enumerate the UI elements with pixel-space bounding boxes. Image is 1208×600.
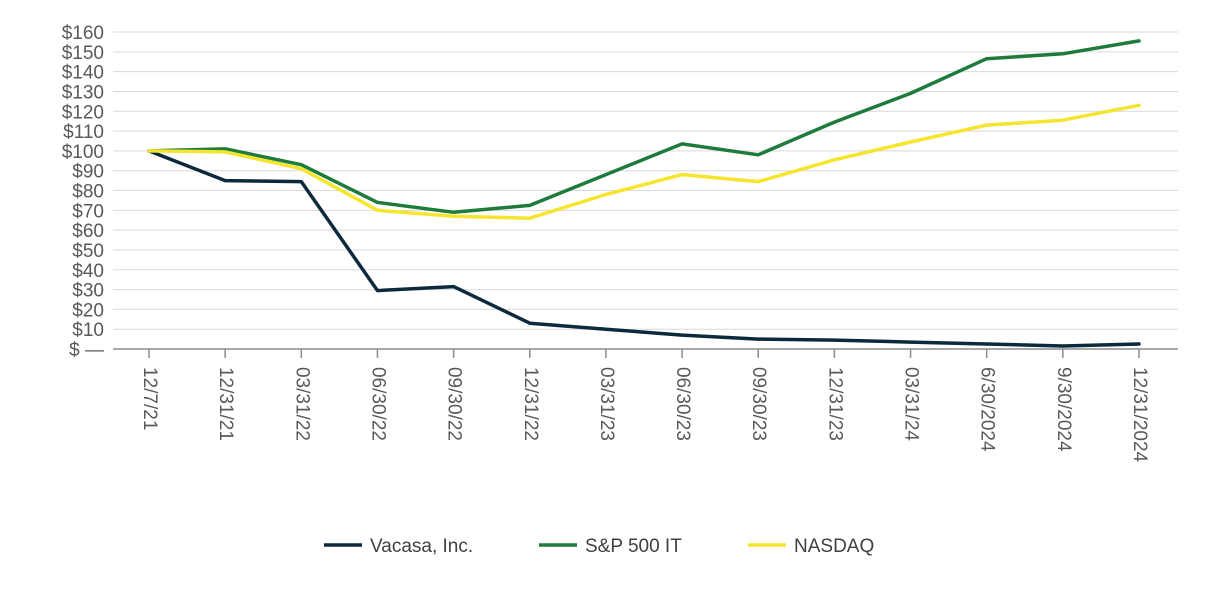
x-tick-label: 12/7/21 (139, 367, 160, 430)
series-line (147, 103, 1141, 220)
x-tick-label: 12/31/21 (215, 367, 236, 441)
legend-label: NASDAQ (794, 536, 874, 557)
y-tick-label: $50 (72, 241, 104, 262)
y-tick-label: $10 (72, 320, 104, 341)
series-line (147, 149, 1141, 348)
series-line (147, 39, 1141, 215)
legend-label: Vacasa, Inc. (370, 536, 473, 557)
y-tick-label: $160 (62, 23, 104, 44)
y-tick-label: $ — (69, 340, 104, 361)
x-tick-label: 06/30/23 (672, 367, 693, 441)
x-tick-label: 09/30/22 (444, 367, 465, 441)
x-tick-label: 12/31/22 (520, 367, 541, 441)
y-tick-label: $110 (63, 122, 104, 143)
y-tick-label: $130 (62, 82, 104, 103)
x-tick-label: 12/31/2024 (1129, 367, 1150, 463)
y-tick-label: $140 (62, 63, 104, 84)
y-tick-label: $60 (72, 221, 104, 242)
x-tick-label: 6/30/2024 (977, 367, 998, 452)
y-tick-label: $30 (72, 281, 104, 302)
y-tick-label: $70 (72, 201, 104, 222)
x-tick-label: 06/30/22 (367, 367, 388, 441)
x-tick-label: 03/31/23 (596, 367, 617, 441)
y-tick-label: $80 (72, 182, 104, 203)
x-tick-label: 03/31/24 (901, 367, 922, 441)
y-axis-ticks: $ —$10$20$30$40$50$60$70$80$90$100$110$1… (62, 23, 104, 361)
grid-lines (113, 31, 1178, 330)
x-tick-label: 03/31/22 (291, 367, 312, 441)
y-tick-label: $40 (72, 261, 104, 282)
series-lines (147, 39, 1141, 348)
y-tick-label: $100 (62, 142, 104, 163)
y-tick-label: $120 (62, 102, 104, 123)
x-axis-tick-marks (148, 349, 1140, 358)
y-tick-label: $90 (72, 162, 104, 183)
y-tick-label: $20 (72, 300, 104, 321)
legend-label: S&P 500 IT (585, 536, 682, 557)
legend: Vacasa, Inc. S&P 500 IT NASDAQ (324, 536, 874, 557)
x-tick-label: 12/31/23 (824, 367, 845, 441)
y-tick-label: $150 (62, 43, 104, 64)
x-tick-label: 9/30/2024 (1053, 367, 1074, 452)
x-tick-label: 09/30/23 (748, 367, 769, 441)
x-axis-ticks: 12/7/21 12/31/21 03/31/22 06/30/22 09/30/22 1… (139, 367, 1150, 463)
